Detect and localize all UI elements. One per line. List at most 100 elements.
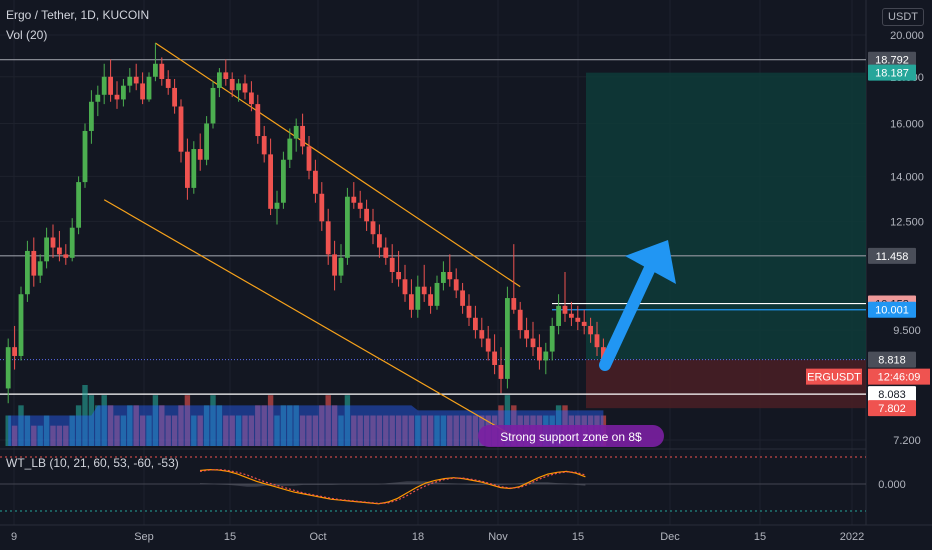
candle [287,128,293,168]
candle-body [165,78,171,88]
currency-selector[interactable]: USDT [882,8,924,26]
candle [236,78,241,102]
candle-body [255,104,261,137]
price-badge-text: 8.083 [878,389,906,401]
candle-body [12,347,17,356]
candle-body [95,94,101,102]
candle [159,57,165,86]
candle [89,90,94,144]
price-badge-bg [868,301,916,318]
volume-bar [120,415,127,446]
price-badge-bg [868,386,916,403]
candle-body [146,76,152,100]
volume-bar [280,405,287,446]
candle-body [377,234,382,248]
volume-bar [223,415,229,446]
volume-bar [107,405,114,446]
candle-body [569,313,574,318]
candle [575,305,581,331]
volume-bar [504,395,511,446]
countdown-text: 12:46:09 [878,372,921,384]
candle [114,81,120,109]
volume-bar [139,415,146,446]
candle [82,123,88,188]
candle [146,72,152,102]
volume-bar [261,405,267,446]
candle-body [5,347,11,389]
price-badge-text: 18.187 [875,68,909,80]
candle [332,240,337,291]
candle-body [498,364,504,379]
candle-body [300,125,305,147]
candle [69,218,75,262]
volume-bar [325,395,331,446]
price-badge-5: 8.818 [868,351,916,368]
volume-bar [235,415,242,446]
volume-bar [363,415,370,446]
candle [562,271,568,322]
volume-bar [216,405,223,446]
candle-body [396,271,401,280]
candle-body [434,282,440,306]
candle [127,68,133,93]
candle-body [511,298,517,310]
candle-body [25,250,30,295]
volume-bar [50,425,56,446]
y-tick-label: 7.200 [893,435,921,447]
price-badge-6: 8.083 [868,386,916,403]
candle-body [204,123,209,160]
annotation-support: Strong support zone on 8$ [478,425,664,447]
x-tick-label: 15 [572,531,584,543]
candle-body [114,94,120,100]
candle [319,182,325,231]
indicator-histogram [200,481,586,487]
price-badge-bg [868,247,916,264]
price-badge-text: 8.818 [878,355,906,367]
candle-body [549,325,555,352]
candle [351,182,357,209]
volume-bar [159,405,165,446]
price-badge-2: 11.458 [868,247,916,264]
candle [434,275,440,310]
candle [306,136,312,180]
candle [511,244,517,314]
candle [95,85,101,117]
candle [76,176,81,235]
volume-bar [101,395,107,446]
y-tick-label: 20.000 [890,30,924,42]
candle [543,342,549,375]
volume-bar [351,415,357,446]
volume-bar [63,425,69,446]
candle [453,268,459,299]
candle-body [447,271,453,280]
candle [204,116,209,166]
candle [370,208,376,245]
volume-bar [453,415,459,446]
volume-bar [31,425,37,446]
volume-bar [191,415,197,446]
volume-bar [184,395,191,446]
candle [281,151,286,209]
candle [63,244,69,265]
candle [197,133,203,171]
candle-body [127,76,133,86]
volume-bar [95,405,101,446]
candle [108,59,113,102]
candle-body [345,196,350,258]
candle-body [50,237,56,248]
candle-body [153,63,158,77]
volume-bar [434,415,440,446]
candle-body [415,286,421,310]
candle-body [338,257,344,276]
candle-body [556,305,561,326]
volume-bar [255,405,261,446]
candle-body [485,338,491,352]
candle [498,347,504,394]
candle-body [473,317,478,331]
candle [31,237,37,287]
candle [402,264,408,302]
candle [261,125,267,163]
candle-body [242,83,248,93]
